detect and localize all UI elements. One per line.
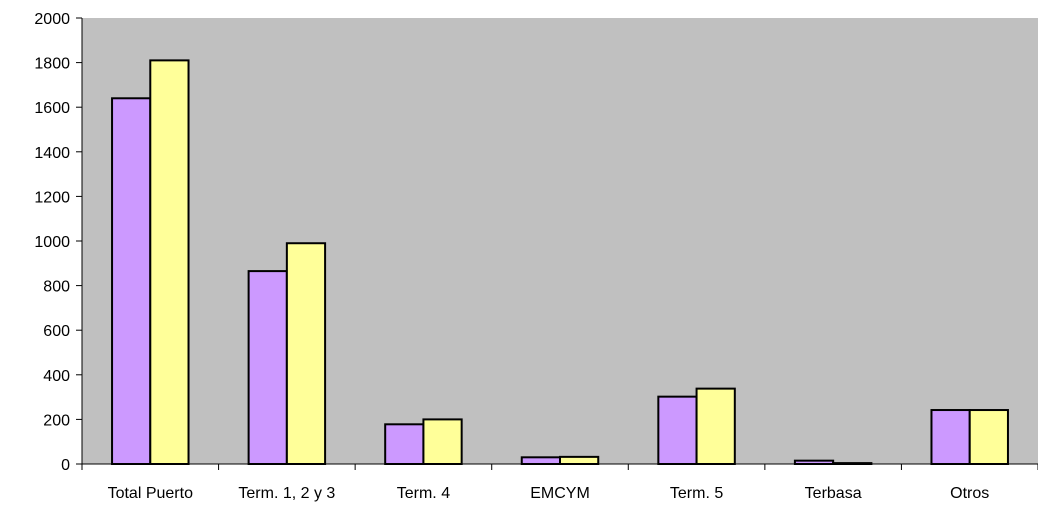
bar-series-2-term-5	[695, 387, 736, 466]
bar-series-2-term-1-2-y-3	[285, 242, 327, 465]
x-category-label: Terbasa	[805, 485, 862, 502]
y-tick-label: 200	[43, 412, 70, 429]
plot-area	[82, 18, 1038, 464]
y-tick-label: 1600	[34, 100, 70, 117]
bar-series-1-terbasa	[793, 459, 835, 465]
bar-series-1-emcym	[520, 456, 562, 465]
x-category-label: Otros	[950, 485, 989, 502]
y-tick-label: 1400	[34, 145, 70, 162]
y-tick-label: 2000	[34, 11, 70, 28]
x-category-label: Term. 5	[670, 485, 723, 502]
y-tick-label: 400	[43, 368, 70, 385]
y-tick-label: 0	[61, 457, 70, 474]
y-tick-label: 1800	[34, 56, 70, 73]
y-tick-label: 800	[43, 279, 70, 296]
bar-series-2-terbasa	[832, 462, 873, 466]
bar-series-2-total-puerto	[149, 59, 190, 466]
x-category-label: Term. 4	[397, 485, 450, 502]
y-tick-label: 1000	[34, 234, 70, 251]
x-category-label: EMCYM	[530, 485, 590, 502]
x-category-label: Total Puerto	[108, 485, 193, 502]
bar-series-1-term-1-2-y-3	[247, 270, 288, 466]
bars	[111, 59, 1009, 466]
bar-series-2-otros	[968, 409, 1009, 465]
y-tick-label: 600	[43, 323, 70, 340]
bar-series-1-term-4	[384, 423, 425, 465]
x-axis: Total Puerto Term. 1, 2 y 3 Term. 4 EMCYM Te…	[81, 463, 1038, 502]
bar-series-2-term-4	[422, 418, 463, 465]
x-category-label: Term. 1, 2 y 3	[238, 485, 335, 502]
y-tick-label: 1200	[34, 189, 70, 206]
y-axis: 0 200 400 600 800 1000 1200 1400 1600 1800 2000	[34, 11, 83, 474]
bar-series-1-otros	[930, 409, 971, 465]
bar-series-1-total-puerto	[111, 97, 152, 465]
bar-series-1-term-5	[657, 395, 698, 465]
bar-series-2-emcym	[559, 455, 600, 466]
